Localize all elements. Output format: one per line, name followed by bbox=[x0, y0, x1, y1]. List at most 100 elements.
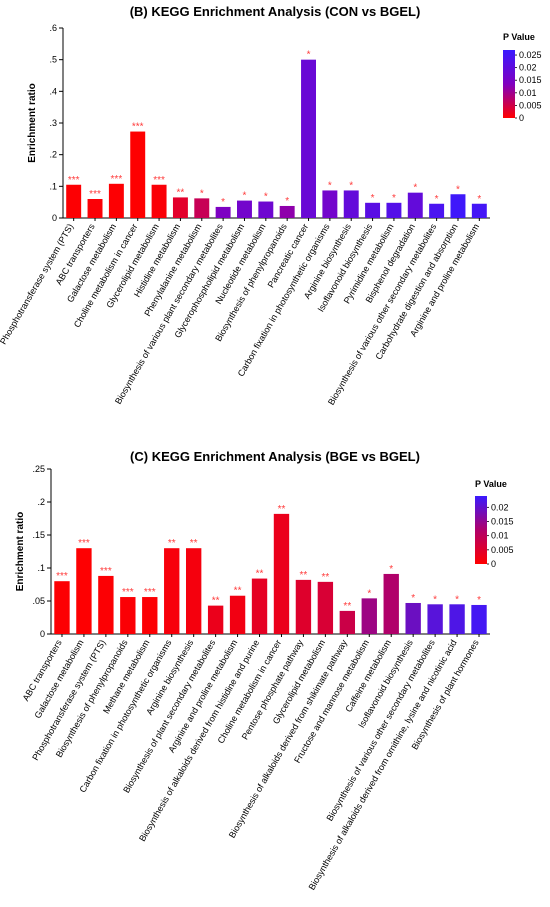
bar bbox=[98, 575, 114, 634]
bar bbox=[87, 199, 103, 218]
legend-title: P Value bbox=[503, 32, 535, 42]
y-tick-label: .3 bbox=[49, 118, 57, 128]
bar bbox=[449, 604, 465, 634]
legend-tick-label: 0.02 bbox=[491, 502, 509, 512]
bar bbox=[207, 605, 224, 634]
bar bbox=[130, 131, 146, 218]
significance-label: * bbox=[413, 183, 417, 194]
significance-label: * bbox=[200, 188, 204, 199]
bar bbox=[54, 581, 70, 634]
legend-colorbar bbox=[503, 50, 515, 118]
bar bbox=[194, 198, 210, 218]
bar bbox=[251, 578, 268, 634]
significance-label: ** bbox=[343, 601, 351, 612]
bar bbox=[471, 604, 487, 634]
chart-title-b: (B) KEGG Enrichment Analysis (CON vs BGE… bbox=[130, 4, 421, 19]
significance-label: * bbox=[349, 180, 353, 191]
significance-label: * bbox=[389, 564, 393, 575]
significance-label: * bbox=[264, 192, 268, 203]
significance-label: * bbox=[243, 191, 247, 202]
bar bbox=[215, 206, 231, 218]
y-tick-label: .1 bbox=[49, 181, 57, 191]
y-tick-label: .5 bbox=[49, 55, 57, 65]
category-label: Phosphotransferase system (PTS) bbox=[0, 222, 75, 346]
chart-title-c: (C) KEGG Enrichment Analysis (BGE vs BGE… bbox=[130, 449, 420, 464]
legend-title: P Value bbox=[475, 479, 507, 489]
significance-label: * bbox=[435, 194, 439, 205]
significance-label: * bbox=[328, 180, 332, 191]
bar bbox=[295, 579, 312, 634]
bar bbox=[164, 548, 180, 634]
legend-b: P Value 0 0.005 0.01 0.015 0.02 0.025 bbox=[503, 32, 542, 123]
y-tick-label: 0 bbox=[40, 629, 45, 639]
bar bbox=[365, 202, 381, 218]
legend-tick-label: 0.01 bbox=[491, 531, 509, 541]
chart-panel-b: (B) KEGG Enrichment Analysis (CON vs BGE… bbox=[0, 4, 542, 407]
bar bbox=[317, 581, 334, 634]
legend-tick-label: 0.02 bbox=[519, 63, 537, 73]
bar bbox=[383, 573, 399, 634]
bar bbox=[407, 192, 423, 218]
y-tick-label: .15 bbox=[32, 530, 45, 540]
legend-tick-label: 0.015 bbox=[491, 517, 514, 527]
significance-label: * bbox=[371, 193, 375, 204]
significance-label: ** bbox=[234, 586, 242, 597]
bar bbox=[142, 597, 158, 634]
chart-panel-c: (C) KEGG Enrichment Analysis (BGE vs BGE… bbox=[15, 449, 514, 892]
bar bbox=[185, 548, 202, 634]
legend-tick-label: 0.005 bbox=[491, 545, 514, 555]
significance-label: *** bbox=[68, 175, 80, 186]
significance-label: *** bbox=[100, 566, 112, 577]
significance-label: ** bbox=[212, 596, 220, 607]
bar bbox=[339, 610, 356, 634]
legend-tick-label: 0.015 bbox=[519, 75, 542, 85]
significance-label: ** bbox=[256, 569, 264, 580]
significance-label: * bbox=[221, 197, 225, 208]
significance-label: *** bbox=[132, 122, 144, 133]
bar bbox=[405, 602, 421, 634]
significance-label: ** bbox=[190, 538, 198, 549]
y-tick-label: .6 bbox=[49, 23, 57, 33]
y-axis-label-b: Enrichment ratio bbox=[27, 83, 38, 162]
significance-label: ** bbox=[278, 504, 286, 515]
bar bbox=[301, 59, 316, 218]
significance-label: * bbox=[411, 593, 415, 604]
significance-label: * bbox=[285, 196, 289, 207]
legend-tick-label: 0.005 bbox=[519, 100, 542, 110]
y-tick-label: 0 bbox=[52, 213, 57, 223]
significance-label: *** bbox=[144, 587, 156, 598]
bar bbox=[229, 595, 246, 634]
significance-label: * bbox=[477, 194, 481, 205]
bar bbox=[279, 205, 295, 218]
significance-label: * bbox=[367, 588, 371, 599]
y-tick-label: .25 bbox=[32, 464, 45, 474]
significance-label: * bbox=[392, 193, 396, 204]
legend-tick-label: 0.025 bbox=[519, 50, 542, 60]
significance-label: *** bbox=[111, 174, 123, 185]
y-tick-label: .2 bbox=[37, 497, 45, 507]
significance-label: * bbox=[456, 184, 460, 195]
significance-label: *** bbox=[122, 587, 134, 598]
significance-label: *** bbox=[56, 571, 68, 582]
bar bbox=[322, 190, 338, 218]
bar bbox=[361, 598, 377, 634]
bar bbox=[172, 197, 188, 218]
legend-colorbar bbox=[475, 496, 487, 564]
significance-label: * bbox=[433, 594, 437, 605]
y-axis-label-c: Enrichment ratio bbox=[15, 512, 26, 591]
bar bbox=[450, 194, 466, 218]
bar bbox=[427, 604, 443, 634]
bar bbox=[76, 548, 92, 634]
significance-label: * bbox=[455, 594, 459, 605]
significance-label: ** bbox=[168, 538, 176, 549]
significance-label: * bbox=[477, 595, 481, 606]
bar bbox=[471, 203, 487, 218]
legend-tick-label: 0 bbox=[519, 113, 524, 123]
bar bbox=[108, 183, 124, 218]
significance-label: *** bbox=[89, 189, 101, 200]
significance-label: ** bbox=[321, 572, 329, 583]
bar bbox=[66, 184, 82, 218]
bar bbox=[429, 203, 445, 218]
significance-label: * bbox=[307, 50, 311, 61]
